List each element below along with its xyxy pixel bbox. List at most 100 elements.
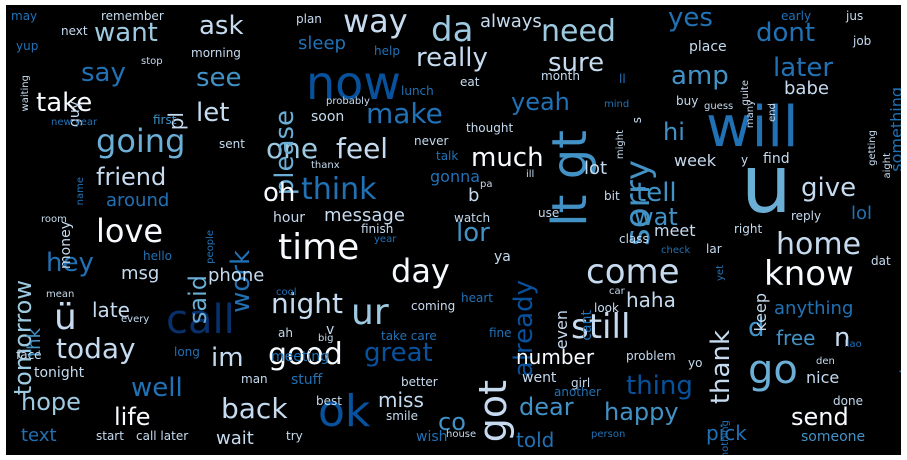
- word-nothing: nothing: [720, 420, 731, 455]
- word-thanx: thanx: [311, 160, 340, 171]
- word-best: best: [316, 394, 342, 408]
- word-time: time: [278, 227, 360, 268]
- word-say: say: [81, 58, 126, 88]
- word-name: name: [75, 177, 86, 206]
- word-meet: meet: [654, 221, 696, 240]
- word-take: take: [36, 88, 93, 118]
- word-liao: liao: [844, 339, 862, 350]
- word-n: n: [834, 323, 851, 353]
- word-start: start: [96, 429, 124, 443]
- word-ya: ya: [494, 249, 511, 265]
- word-right: right: [734, 222, 763, 236]
- word-money: money: [58, 221, 74, 269]
- word-wait: wait: [216, 428, 254, 449]
- word-ur: ur: [351, 292, 389, 333]
- word-take-care: take care: [381, 329, 437, 343]
- word-got: got: [471, 380, 515, 443]
- word-class: class: [619, 232, 649, 246]
- word-hey: hey: [46, 248, 94, 278]
- word-place: place: [689, 39, 727, 55]
- word-v: v: [326, 322, 335, 338]
- word-day: day: [391, 252, 450, 290]
- word-heart: heart: [461, 291, 493, 305]
- word-ah: ah: [278, 326, 293, 340]
- word-soon: soon: [311, 109, 345, 125]
- word-will: will: [706, 95, 799, 160]
- word-ask: ask: [199, 11, 244, 41]
- word-first: first: [153, 113, 177, 127]
- word-thought: thought: [466, 121, 514, 135]
- word-around: around: [106, 190, 170, 211]
- word-use: use: [538, 206, 560, 220]
- word-lor: lor: [456, 218, 490, 248]
- word-cool: cool: [276, 287, 297, 298]
- word-job: job: [853, 34, 872, 48]
- word-friend: friend: [96, 163, 167, 191]
- word-big: big: [318, 333, 334, 344]
- word-sleep: sleep: [298, 33, 346, 54]
- word-yup: yup: [16, 39, 39, 53]
- word-da: da: [431, 10, 474, 50]
- word-every: every: [121, 314, 150, 325]
- word-look: look: [594, 301, 619, 315]
- word-stuff: stuff: [291, 372, 323, 388]
- word-year: year: [374, 234, 397, 245]
- word-co: co: [438, 408, 466, 436]
- word-feel: feel: [336, 132, 389, 165]
- word-plan: plan: [296, 12, 322, 26]
- word-wish: wish: [416, 429, 448, 445]
- word-phone: phone: [208, 265, 265, 286]
- word-still: still: [571, 307, 631, 347]
- word-check: check: [661, 245, 691, 256]
- word-life: life: [114, 403, 151, 431]
- word-ill: ill: [526, 169, 535, 180]
- word-remember: remember: [101, 9, 164, 23]
- word-man: man: [241, 372, 268, 386]
- word-probably: probably: [326, 96, 370, 107]
- word-next: next: [61, 24, 88, 38]
- word-way: way: [343, 5, 408, 40]
- word-cant: cant: [579, 310, 595, 341]
- word-new-year: new year: [51, 117, 98, 128]
- word-gonna: gonna: [430, 167, 481, 186]
- word-ll: ll: [619, 72, 626, 86]
- word-anything: anything: [774, 298, 854, 319]
- word-find: find: [763, 151, 790, 167]
- word-let: let: [196, 98, 230, 128]
- word-lot: lot: [584, 158, 608, 179]
- word-always: always: [480, 11, 542, 32]
- word-buy: buy: [676, 94, 699, 108]
- word-text: text: [21, 425, 57, 446]
- word-now: now: [306, 56, 401, 110]
- word-give: give: [801, 173, 857, 203]
- word-better: better: [401, 375, 438, 389]
- word-mind: mind: [604, 99, 630, 110]
- word-hope: hope: [21, 388, 81, 416]
- word-nice: nice: [806, 368, 840, 387]
- word-yeah: yeah: [511, 88, 570, 116]
- word-dear: dear: [519, 393, 574, 421]
- word-call: call: [166, 297, 235, 343]
- word-great: great: [364, 338, 433, 368]
- word-want: want: [94, 18, 158, 48]
- word-face: face: [16, 348, 42, 362]
- word-love: love: [96, 212, 164, 250]
- word-good: good: [268, 337, 343, 372]
- word-number: number: [516, 345, 595, 369]
- word-thing: thing: [626, 371, 693, 401]
- word-later: later: [773, 53, 834, 83]
- word-went: went: [522, 370, 557, 386]
- word-need: need: [541, 14, 616, 49]
- word-den: den: [816, 356, 835, 367]
- word-leave: leave: [897, 325, 901, 374]
- word-mean: mean: [46, 289, 75, 300]
- word-morning: morning: [191, 46, 241, 60]
- word-thank: thank: [706, 330, 736, 405]
- word-done: done: [833, 394, 863, 408]
- word-aight: aight: [882, 153, 893, 179]
- word-cloud-canvas: u will lt gt now ok call go know got time ur come da…: [6, 5, 901, 455]
- word-send: send: [791, 403, 849, 431]
- word-msg: msg: [121, 263, 160, 284]
- word-sure: sure: [548, 48, 605, 78]
- word-people: people: [205, 230, 216, 264]
